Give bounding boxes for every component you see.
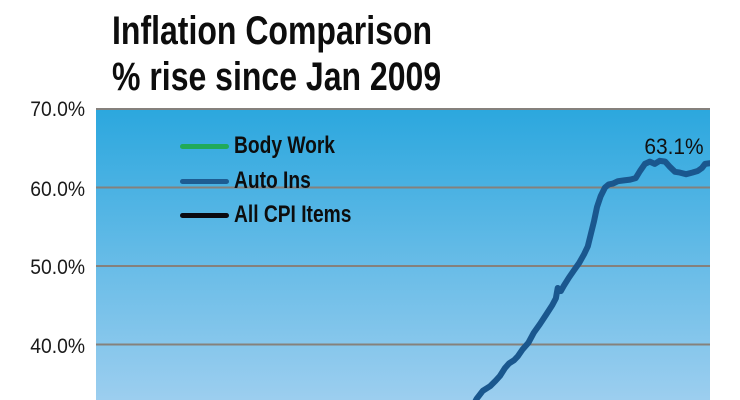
- chart-title-line1: Inflation Comparison: [112, 9, 432, 53]
- chart-title-line2: % rise since Jan 2009: [112, 55, 442, 99]
- y-axis-tick-label-60: 60.0%: [30, 178, 85, 201]
- plot-area: Body Work Auto Ins All CPI Items 63.1%: [96, 108, 710, 400]
- y-axis-tick-label-40: 40.0%: [30, 335, 85, 358]
- plot-background: [96, 108, 710, 400]
- line-chart-svg: [96, 108, 710, 400]
- chart-title: Inflation Comparison % rise since Jan 20…: [112, 8, 441, 100]
- end-value-label: 63.1%: [644, 134, 704, 159]
- auto-ins-line: [472, 157, 710, 400]
- y-axis-tick-label-50: 50.0%: [30, 256, 85, 279]
- y-axis-tick-label-70: 70.0%: [30, 98, 85, 121]
